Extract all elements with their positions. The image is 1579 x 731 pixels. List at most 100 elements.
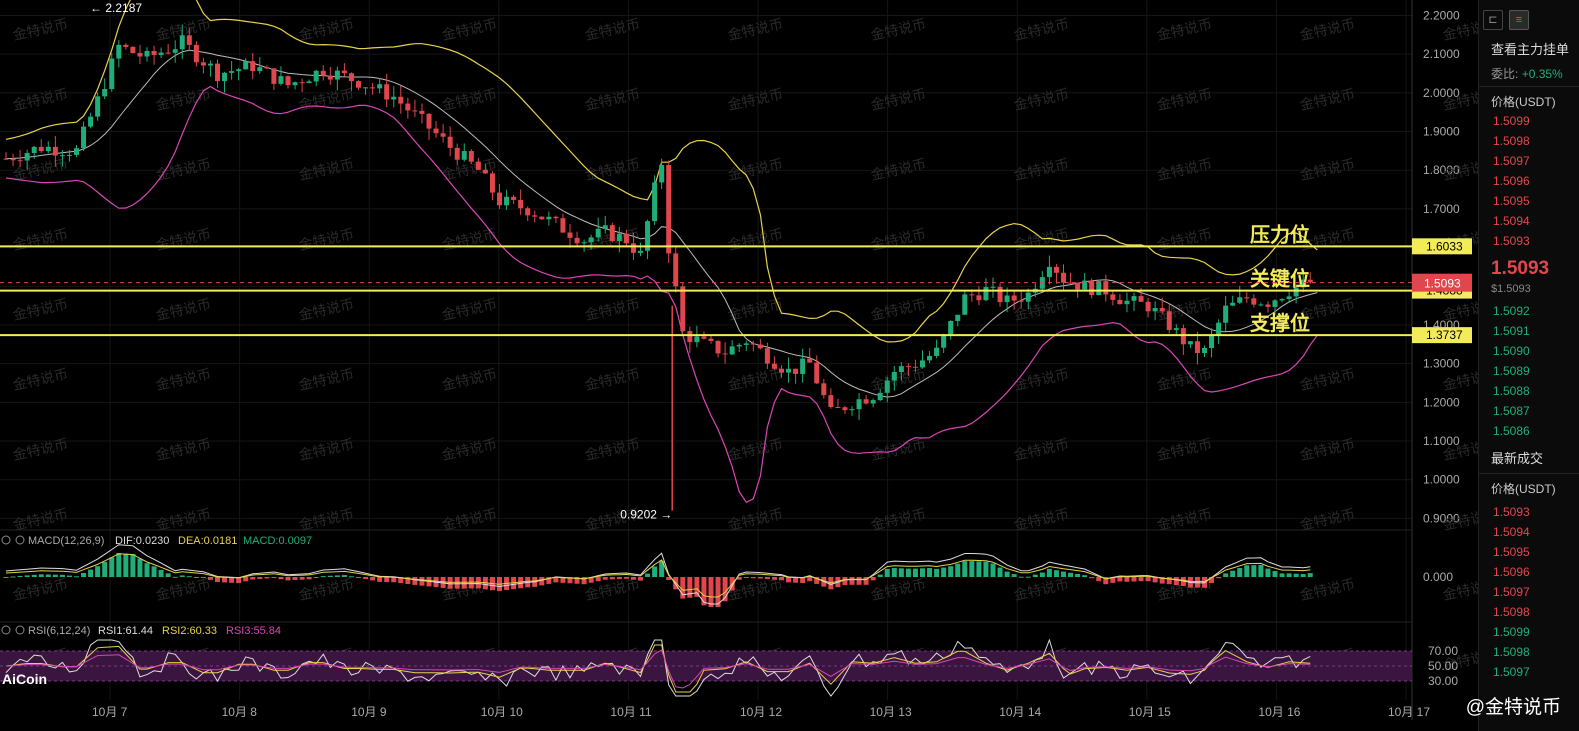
watermark-text: 金特说币 — [297, 156, 355, 183]
candle-body — [88, 116, 94, 127]
trade-row[interactable]: 1.5097 — [1493, 665, 1530, 679]
macd-bar — [588, 577, 594, 583]
trade-row[interactable]: 1.5093 — [1493, 505, 1530, 519]
ask-row[interactable]: 1.5097 — [1493, 154, 1530, 168]
x-tick-label: 10月 15 — [1129, 705, 1171, 719]
watermark-text: 金特说币 — [869, 576, 927, 603]
macd-bar — [116, 553, 122, 577]
watermark-text: 金特说币 — [869, 86, 927, 113]
macd-bar — [645, 573, 651, 577]
bid-row[interactable]: 1.5088 — [1493, 384, 1530, 398]
last-price-usd: $1.5093 — [1491, 283, 1531, 295]
ask-row[interactable]: 1.5095 — [1493, 194, 1530, 208]
candle-body — [1237, 297, 1243, 303]
macd-bar — [384, 577, 390, 583]
ask-row[interactable]: 1.5096 — [1493, 174, 1530, 188]
candle-body — [468, 151, 474, 162]
bid-row[interactable]: 1.5091 — [1493, 324, 1530, 338]
macd-bar — [595, 577, 601, 582]
ask-row[interactable]: 1.5098 — [1493, 134, 1530, 148]
macd-bar — [518, 577, 524, 589]
y-tick-label: 2.2000 — [1423, 8, 1460, 22]
watermark-text: 金特说币 — [1298, 16, 1356, 43]
macd-bar — [1293, 573, 1299, 577]
candle-body — [137, 52, 143, 57]
x-tick-label: 10月 10 — [481, 705, 523, 719]
bid-row[interactable]: 1.5090 — [1493, 344, 1530, 358]
macd-bar — [771, 577, 777, 580]
macd-zero-label: 0.000 — [1423, 570, 1453, 584]
macd-bar — [786, 577, 792, 583]
candle-body — [877, 392, 883, 401]
main-orders-link[interactable]: 查看主力挂单 — [1491, 42, 1570, 57]
level-tag-text-2: 1.3737 — [1426, 328, 1463, 342]
ask-row[interactable]: 1.5099 — [1493, 114, 1530, 128]
macd-bar — [1152, 577, 1158, 583]
bid-row[interactable]: 1.5086 — [1493, 424, 1530, 438]
macd-bar — [363, 577, 369, 579]
macd-bar — [1039, 572, 1045, 577]
ask-row[interactable]: 1.5094 — [1493, 214, 1530, 228]
candle-body — [31, 146, 37, 154]
x-tick-label: 10月 14 — [999, 705, 1041, 719]
trade-row[interactable]: 1.5097 — [1493, 585, 1530, 599]
orderbook-tools: ⊏ ≡ — [1483, 10, 1529, 30]
bid-row[interactable]: 1.5087 — [1493, 404, 1530, 418]
macd-bar — [88, 569, 94, 577]
candle-body — [764, 348, 770, 364]
watermark-text: 金特说币 — [154, 226, 212, 253]
macd-bar — [1089, 577, 1095, 579]
watermark-text: 金特说币 — [440, 506, 498, 533]
bid-row[interactable]: 1.5092 — [1493, 304, 1530, 318]
macd-bar — [200, 577, 206, 578]
candle-body — [694, 336, 700, 343]
trades-title[interactable]: 最新成交 — [1491, 451, 1544, 466]
watermark-text: 金特说币 — [1298, 86, 1356, 113]
y-tick-label: 2.0000 — [1423, 86, 1460, 100]
watermark-text: 金特说币 — [11, 576, 69, 603]
trade-row[interactable]: 1.5094 — [1493, 525, 1530, 539]
price-chart[interactable]: 2.2000 2.1000 2.0000 1.9000 1.8000 1.7000 1.60… — [0, 0, 1478, 731]
candle-body — [1244, 297, 1250, 299]
candle-body — [553, 216, 559, 219]
bid-row[interactable]: 1.5089 — [1493, 364, 1530, 378]
price-header: 价格(USDT) — [1491, 95, 1556, 109]
macd-bar — [990, 563, 996, 577]
trade-row[interactable]: 1.5096 — [1493, 565, 1530, 579]
macd-bar — [102, 561, 108, 577]
macd-bar — [1258, 565, 1264, 577]
macd-bar — [1286, 573, 1292, 577]
candle-body — [497, 192, 502, 206]
trade-row[interactable]: 1.5098 — [1493, 645, 1530, 659]
candle-body — [659, 165, 665, 183]
rsi-tick-label: 50.00 — [1428, 659, 1458, 673]
candle-body — [109, 58, 115, 90]
candle-body — [419, 110, 425, 114]
macd-bar — [1230, 570, 1236, 577]
candle-body — [793, 368, 799, 374]
ask-row[interactable]: 1.5093 — [1493, 234, 1530, 248]
macd-bar — [45, 574, 51, 577]
macd-bar — [264, 577, 270, 579]
trade-row[interactable]: 1.5098 — [1493, 605, 1530, 619]
macd-bar — [334, 575, 340, 577]
watermark-text: 金特说币 — [297, 436, 355, 463]
orderbook-split-icon[interactable]: ≡ — [1509, 10, 1529, 30]
macd-bar — [229, 577, 235, 583]
candle-body — [17, 160, 23, 162]
candle-body — [334, 70, 340, 80]
candle-body — [1307, 279, 1313, 283]
rsi-tick-label: 30.00 — [1428, 674, 1458, 688]
macd-bar — [849, 577, 855, 585]
macd-bar — [1244, 565, 1250, 577]
trade-row[interactable]: 1.5099 — [1493, 625, 1530, 639]
macd-bar — [793, 577, 799, 583]
trade-row[interactable]: 1.5095 — [1493, 545, 1530, 559]
candle-body — [835, 406, 841, 408]
candle-body — [630, 243, 636, 253]
orderbook-mode-icon[interactable]: ⊏ — [1483, 10, 1503, 30]
candle-body — [666, 165, 672, 254]
candle-body — [779, 368, 784, 373]
macd-bar — [1061, 571, 1066, 577]
candle-body — [292, 82, 298, 86]
